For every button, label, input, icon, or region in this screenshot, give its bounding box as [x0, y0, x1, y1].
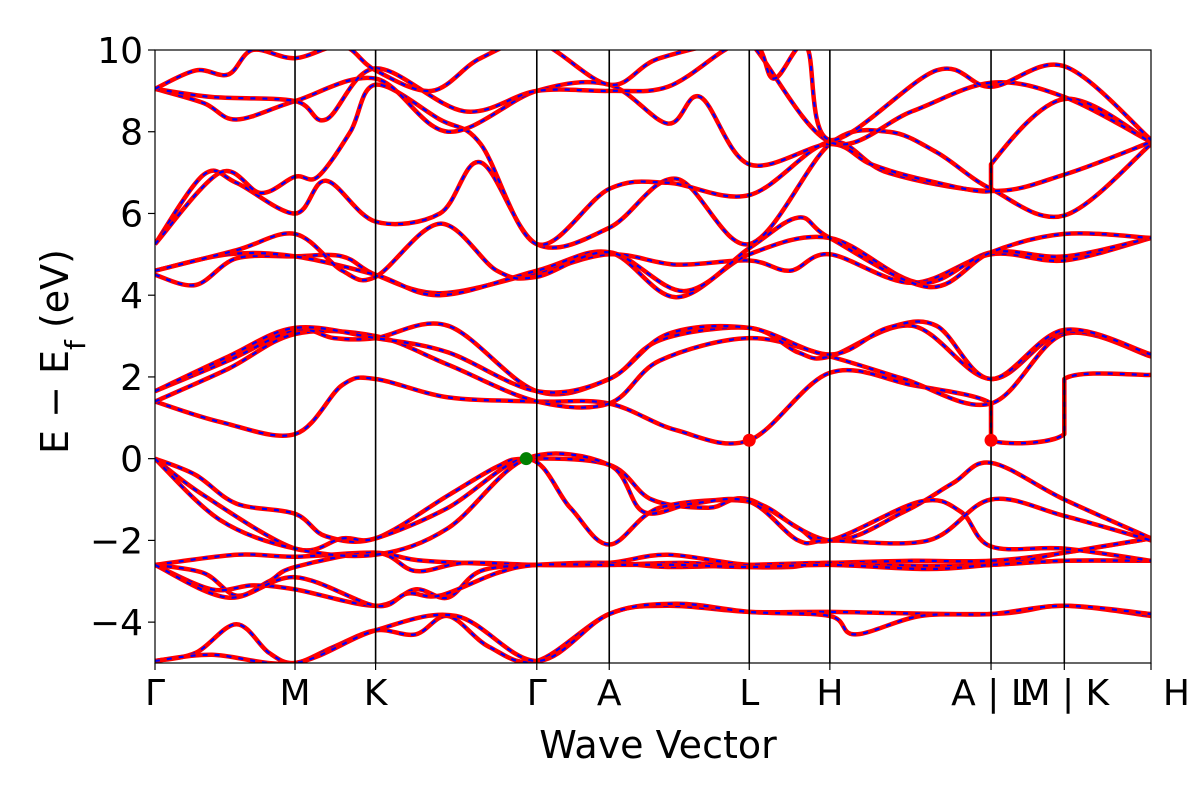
y-tick-label-4: 4	[120, 276, 143, 317]
y-axis-label: E − Ef (eV)	[33, 249, 92, 454]
y-axis-ticks: −4 −2 0 2 4 6 8 10	[90, 31, 155, 644]
y-tick-label-0: −4	[90, 603, 143, 644]
y-tick-label-2: 0	[120, 440, 143, 481]
x-axis-ticks: Γ M K Γ A L H A | LM | K H	[145, 663, 1190, 714]
band-18-red	[155, 75, 1151, 194]
high-symmetry-lines	[294, 50, 1066, 663]
band-7-blue	[155, 457, 1151, 562]
y-tick-label-1: −2	[90, 521, 143, 562]
x-axis-label: Wave Vector	[539, 723, 777, 767]
x-tick-label-3: Γ	[527, 673, 547, 714]
x-tick-label-9: H	[1163, 673, 1190, 714]
x-tick-label-0: Γ	[145, 673, 165, 714]
x-tick-label-6: H	[816, 673, 843, 714]
band-17-blue	[155, 83, 1151, 246]
marker-2	[984, 433, 998, 447]
band-4-blue	[155, 537, 1151, 607]
markers-layer	[519, 433, 998, 466]
band-19-blue	[155, 50, 1151, 146]
x-tick-label-1: M	[279, 673, 310, 714]
x-tick-label-8: M | K	[1019, 673, 1110, 714]
band-9-blue	[155, 368, 1151, 445]
band-0-blue	[155, 604, 1151, 663]
band-14-red	[155, 234, 1151, 300]
x-tick-label-2: K	[364, 673, 389, 714]
x-tick-label-4: A	[597, 673, 622, 714]
x-tick-label-5: L	[739, 673, 759, 714]
band-1-blue	[155, 602, 1151, 663]
band-18-blue	[155, 76, 1151, 193]
x-tick-label-7: A | L	[951, 673, 1031, 714]
band-20-blue	[155, 50, 1151, 142]
plot-frame	[154, 49, 1152, 664]
band-8-blue	[155, 452, 1151, 558]
band-17-red	[155, 82, 1151, 247]
y-tick-label-5: 6	[120, 194, 143, 235]
band-1-red	[155, 601, 1151, 663]
y-tick-label-3: 2	[120, 358, 143, 399]
band-5-blue	[155, 559, 1151, 608]
band-16-blue	[155, 129, 1151, 249]
band-15-blue	[155, 216, 1151, 293]
bands-layer	[155, 50, 1151, 663]
marker-1	[742, 433, 756, 447]
y-tick-label-6: 8	[120, 113, 143, 154]
band-2-blue	[155, 537, 1151, 567]
y-tick-label-7: 10	[97, 31, 143, 72]
marker-0	[519, 452, 533, 466]
band-8-red	[155, 451, 1151, 559]
band-9-red	[155, 367, 1151, 446]
band-12-blue	[155, 320, 1151, 394]
